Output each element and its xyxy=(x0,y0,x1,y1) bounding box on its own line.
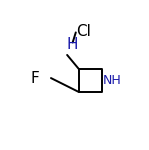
Text: Cl: Cl xyxy=(76,24,91,39)
Text: H: H xyxy=(67,37,78,52)
Text: NH: NH xyxy=(102,74,121,87)
Text: F: F xyxy=(31,70,39,86)
